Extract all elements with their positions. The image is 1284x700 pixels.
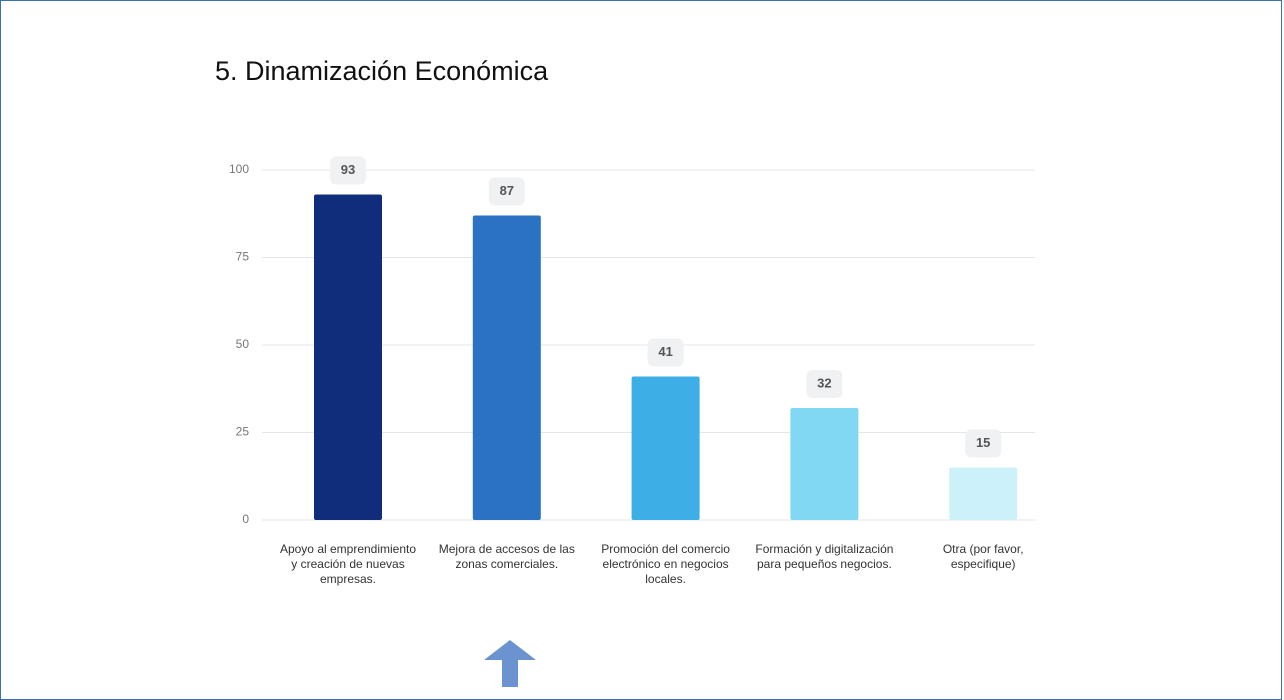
y-tick-label: 25 (236, 425, 250, 439)
value-label: 87 (500, 183, 514, 198)
value-label-box (965, 429, 1002, 458)
value-label-box (647, 338, 684, 367)
y-tick-label: 0 (242, 512, 249, 526)
value-label: 15 (976, 435, 990, 450)
bar (314, 194, 382, 520)
x-tick-label: Otra (por favor, especifique) (942, 542, 1024, 571)
value-label-box (330, 156, 366, 185)
x-tick-label: Apoyo al emprendimiento y creación de nu… (279, 542, 417, 586)
value-label: 41 (658, 344, 672, 359)
bar (631, 376, 700, 520)
value-label: 32 (817, 375, 831, 390)
bar (949, 467, 1018, 520)
bar (790, 408, 859, 520)
y-tick-label: 100 (229, 162, 249, 176)
x-tick-label: Mejora de accesos de las zonas comercial… (438, 542, 575, 571)
bar (472, 215, 541, 520)
value-label-box (806, 370, 843, 398)
x-tick-label: Formación y digitalización para pequeños… (755, 542, 894, 571)
value-label-box (488, 177, 525, 206)
value-label: 93 (341, 162, 355, 177)
y-tick-label: 50 (236, 337, 250, 351)
arrow (484, 640, 536, 687)
chart-title: 5. Dinamización Económica (215, 56, 549, 86)
x-tick-label: Promoción del comercio electrónico en ne… (601, 542, 730, 586)
y-tick-label: 75 (236, 250, 250, 264)
